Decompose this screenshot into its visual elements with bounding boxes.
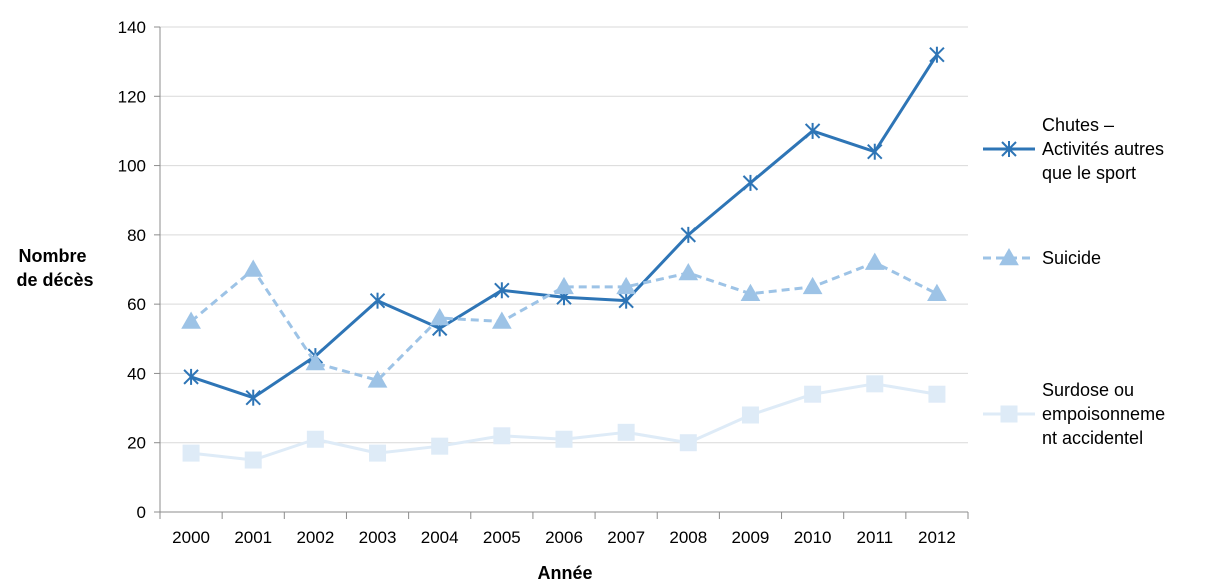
legend-item-2: Surdose ou empoisonneme nt accidentel [983,380,1165,448]
y-axis-title-line-1: Nombre [18,246,86,266]
data-point-square [369,444,387,462]
data-point-square [866,375,884,393]
y-axis-title: Nombre de décès [16,246,93,290]
legend: Chutes – Activités autres que le sport Suic… [983,115,1165,448]
legend-label-line: Chutes – [1042,115,1114,135]
data-point-asterisk [804,122,821,139]
data-point-triangle [429,307,450,326]
y-tick-label: 80 [127,226,146,245]
data-point-triangle [740,283,761,301]
y-tick-label: 60 [127,295,146,314]
x-tick-label: 2004 [421,528,459,547]
y-tick-label: 140 [118,18,146,37]
data-point-triangle [864,252,885,270]
y-tick-label: 0 [137,503,146,522]
data-point-asterisk [245,389,261,406]
axes [154,26,969,519]
legend-label-2: Surdose ou empoisonneme nt accidentel [1042,380,1165,448]
x-tick-label: 2006 [545,528,583,547]
y-tick-label: 100 [118,157,146,176]
data-point-triangle [305,353,326,371]
legend-item-1: Suicide [983,247,1101,268]
data-point-triangle [367,370,388,388]
y-tick-label: 20 [127,434,146,453]
data-point-asterisk [494,282,510,299]
data-point-triangle [927,283,947,301]
series-2 [182,375,946,469]
data-point-square [182,444,200,462]
data-point-square [679,434,697,452]
data-point-square [555,430,573,448]
legend-label-1: Suicide [1042,248,1101,268]
data-point-square [741,406,759,424]
legend-label-line: empoisonneme [1042,404,1165,424]
data-point-square [804,385,822,403]
x-tick-label: 2000 [172,528,210,547]
x-axis-title: Année [537,563,592,583]
legend-label-line: Suicide [1042,248,1101,268]
legend-item-0: Chutes – Activités autres que le sport [983,115,1164,183]
legend-label-line: Activités autres [1042,139,1164,159]
x-tick-label: 2011 [856,528,893,547]
data-point-asterisk [183,368,199,385]
data-point-triangle [243,259,264,277]
data-point-asterisk [742,174,759,191]
series-line-2 [190,382,938,462]
legend-label-line: nt accidentel [1042,428,1143,448]
series-group [181,46,947,469]
data-point-square [431,437,449,455]
data-point-square [306,430,324,448]
x-tick-labels: 2000 2001 2002 2003 2004 2005 2006 2007 2008 2009… [172,528,956,547]
x-tick-label: 2005 [483,528,521,547]
y-axis-title-line-2: de décès [16,270,93,290]
x-tick-label: 2003 [359,528,397,547]
y-tick-labels: 0 20 40 60 80 100 120 140 [118,18,146,522]
data-point-asterisk [369,292,386,309]
data-point-square [493,427,511,445]
data-point-asterisk [867,143,883,160]
series-1 [181,252,947,388]
x-tick-label: 2007 [607,528,645,547]
y-tick-label: 120 [118,87,146,106]
data-point-square [617,423,635,441]
data-point-triangle [491,311,512,329]
data-point-asterisk [929,46,945,63]
legend-label-line: Surdose ou [1042,380,1134,400]
data-point-triangle [616,276,637,295]
data-point-square [1000,405,1018,423]
x-tick-label: 2008 [669,528,707,547]
x-tick-label: 2002 [296,528,334,547]
data-point-triangle [678,262,699,281]
data-point-triangle [802,276,823,295]
data-point-square [244,451,262,469]
data-point-triangle [181,311,201,329]
data-point-triangle [999,247,1019,266]
data-point-asterisk [1001,141,1017,157]
x-tick-label: 2010 [794,528,832,547]
data-point-asterisk [618,292,634,309]
x-tick-label: 2001 [234,528,272,547]
x-tick-label: 2009 [732,528,770,547]
legend-label-line: que le sport [1042,163,1136,183]
data-point-square [928,385,946,403]
y-tick-label: 40 [127,364,146,383]
legend-label-0: Chutes – Activités autres que le sport [1042,115,1164,183]
data-point-triangle [554,276,574,295]
series-0 [183,46,945,406]
data-point-asterisk [680,226,697,243]
x-tick-label: 2012 [918,528,956,547]
